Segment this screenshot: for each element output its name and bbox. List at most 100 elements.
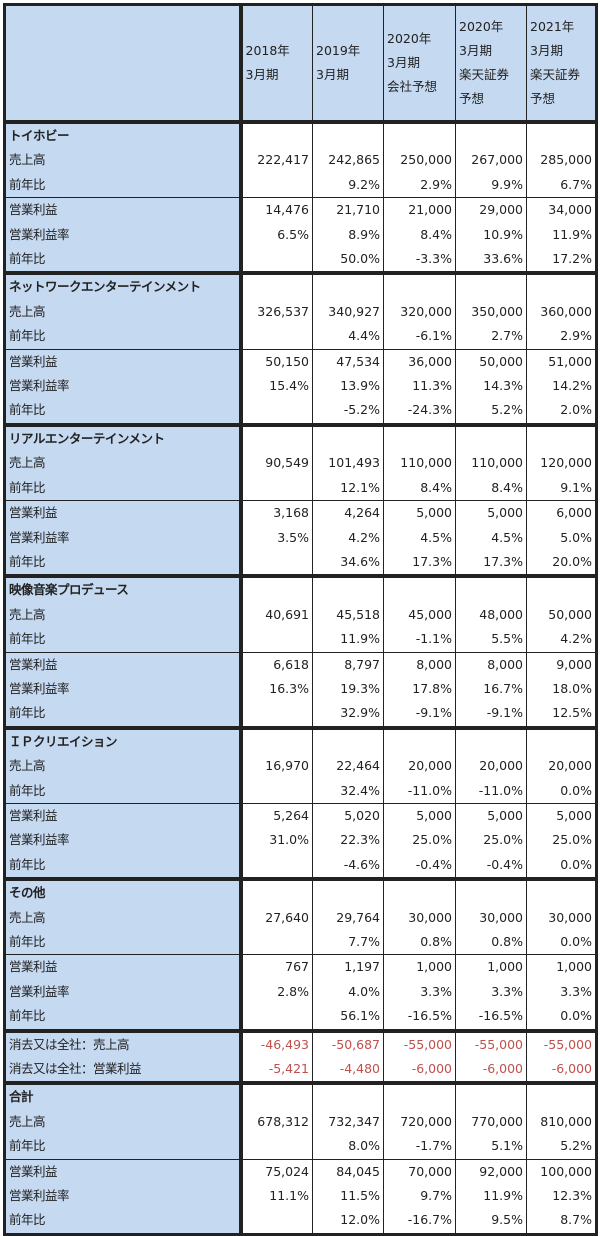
value-cell: 0.8% bbox=[383, 930, 456, 955]
row-label: 前年比 bbox=[3, 475, 243, 501]
table-row: 営業利益 767 1,197 1,000 1,000 1,000 bbox=[3, 954, 598, 980]
table-row: 前年比 8.0% -1.7% 5.1% 5.2% bbox=[3, 1134, 598, 1160]
value-cell bbox=[383, 1081, 456, 1110]
row-label: 前年比 bbox=[3, 852, 243, 880]
value-cell: 50.0% bbox=[312, 247, 384, 274]
value-cell: 56.1% bbox=[312, 1004, 384, 1031]
value-cell: 7.7% bbox=[312, 930, 384, 955]
value-cell: 120,000 bbox=[526, 451, 598, 476]
value-cell bbox=[240, 574, 313, 603]
row-label: 営業利益率 bbox=[3, 1184, 243, 1209]
value-cell: 5.0% bbox=[526, 525, 598, 550]
table-row: 売上高 222,417 242,865 250,000 267,000 285,000 bbox=[3, 148, 598, 173]
value-cell: -16.7% bbox=[383, 1208, 456, 1236]
value-cell: 19.3% bbox=[312, 676, 384, 702]
table-row: 営業利益率 3.5% 4.2% 4.5% 4.5% 5.0% bbox=[3, 525, 598, 550]
value-cell: -5.2% bbox=[312, 398, 384, 425]
value-cell: -16.5% bbox=[455, 1004, 527, 1031]
value-cell bbox=[455, 119, 527, 149]
value-cell bbox=[240, 930, 313, 955]
value-cell bbox=[383, 271, 456, 300]
row-label: 営業利益率 bbox=[3, 979, 243, 1005]
value-cell: 32.4% bbox=[312, 778, 384, 804]
value-cell: -4,480 bbox=[312, 1057, 384, 1084]
value-cell: 18.0% bbox=[526, 676, 598, 702]
value-cell: 5.2% bbox=[455, 398, 527, 425]
value-cell: 34,000 bbox=[526, 197, 598, 223]
value-cell: 8,000 bbox=[383, 651, 456, 677]
value-cell: 285,000 bbox=[526, 148, 598, 173]
value-cell bbox=[240, 725, 313, 755]
value-cell: 22.3% bbox=[312, 828, 384, 853]
row-label: 前年比 bbox=[3, 778, 243, 804]
value-cell bbox=[240, 398, 313, 425]
value-cell: 29,764 bbox=[312, 905, 384, 930]
value-cell bbox=[455, 877, 527, 906]
value-cell: 25.0% bbox=[455, 828, 527, 853]
value-cell bbox=[383, 422, 456, 452]
value-cell: 326,537 bbox=[240, 299, 313, 325]
value-cell: 770,000 bbox=[455, 1109, 527, 1135]
column-header-line: 楽天証券 bbox=[530, 67, 581, 82]
value-cell: 30,000 bbox=[383, 905, 456, 930]
value-cell bbox=[240, 1134, 313, 1160]
value-cell: 50,150 bbox=[240, 348, 313, 375]
column-header-line: 2020年 bbox=[459, 19, 504, 34]
table-row: 営業利益率 6.5% 8.9% 8.4% 10.9% 11.9% bbox=[3, 222, 598, 248]
row-label: 前年比 bbox=[3, 398, 243, 425]
value-cell bbox=[240, 627, 313, 653]
row-label: 前年比 bbox=[3, 1134, 243, 1160]
value-cell: 25.0% bbox=[383, 828, 456, 853]
table-row: 前年比 4.4% -6.1% 2.7% 2.9% bbox=[3, 324, 598, 350]
value-cell: -16.5% bbox=[383, 1004, 456, 1031]
header-row: 2018年 3月期 2019年 3月期 2020年 3月期 会社予想 2020年 3月期 楽天証券… bbox=[3, 3, 598, 124]
value-cell: -1.1% bbox=[383, 627, 456, 653]
value-cell: 45,518 bbox=[312, 602, 384, 628]
value-cell: 16.7% bbox=[455, 676, 527, 702]
value-cell: 25.0% bbox=[526, 828, 598, 853]
value-cell bbox=[526, 1081, 598, 1110]
value-cell: 5,000 bbox=[455, 802, 527, 829]
value-cell: 70,000 bbox=[383, 1158, 456, 1185]
value-cell: -6,000 bbox=[455, 1057, 527, 1084]
table-row: 前年比 -4.6% -0.4% -0.4% 0.0% bbox=[3, 852, 598, 880]
table-row: 営業利益 50,150 47,534 36,000 50,000 51,000 bbox=[3, 348, 598, 375]
value-cell: 3.3% bbox=[383, 979, 456, 1005]
value-cell: 8,000 bbox=[455, 651, 527, 677]
row-label: 前年比 bbox=[3, 1004, 243, 1031]
value-cell: 50,000 bbox=[526, 602, 598, 628]
row-label: 売上高 bbox=[3, 1109, 243, 1135]
table-row: 売上高 678,312 732,347 720,000 770,000 810,000 bbox=[3, 1109, 598, 1135]
row-label: 前年比 bbox=[3, 701, 243, 728]
row-label: 前年比 bbox=[3, 627, 243, 653]
value-cell: 11.3% bbox=[383, 374, 456, 399]
value-cell: 767 bbox=[240, 954, 313, 980]
value-cell bbox=[240, 852, 313, 880]
value-cell: 8.7% bbox=[526, 1208, 598, 1236]
value-cell bbox=[526, 422, 598, 452]
value-cell bbox=[526, 271, 598, 300]
value-cell: -9.1% bbox=[455, 701, 527, 728]
row-label: 前年比 bbox=[3, 1208, 243, 1236]
value-cell: 6,000 bbox=[526, 500, 598, 526]
value-cell: 40,691 bbox=[240, 602, 313, 628]
value-cell bbox=[312, 877, 384, 906]
value-cell: -4.6% bbox=[312, 852, 384, 880]
value-cell: 84,045 bbox=[312, 1158, 384, 1185]
value-cell: -11.0% bbox=[455, 778, 527, 804]
value-cell: 267,000 bbox=[455, 148, 527, 173]
value-cell: 5.5% bbox=[455, 627, 527, 653]
value-cell: 17.2% bbox=[526, 247, 598, 274]
table-row: 営業利益 75,024 84,045 70,000 92,000 100,000 bbox=[3, 1158, 598, 1185]
value-cell: 9.1% bbox=[526, 475, 598, 501]
value-cell: 5,264 bbox=[240, 802, 313, 829]
value-cell bbox=[383, 574, 456, 603]
value-cell bbox=[312, 725, 384, 755]
table-row: 売上高 16,970 22,464 20,000 20,000 20,000 bbox=[3, 754, 598, 779]
section-title-row: ネットワークエンターテインメント bbox=[3, 271, 598, 300]
section-title-row: 合計 bbox=[3, 1081, 598, 1110]
value-cell: -50,687 bbox=[312, 1028, 384, 1058]
value-cell: 14,476 bbox=[240, 197, 313, 223]
header-corner bbox=[3, 3, 243, 124]
value-cell bbox=[312, 422, 384, 452]
